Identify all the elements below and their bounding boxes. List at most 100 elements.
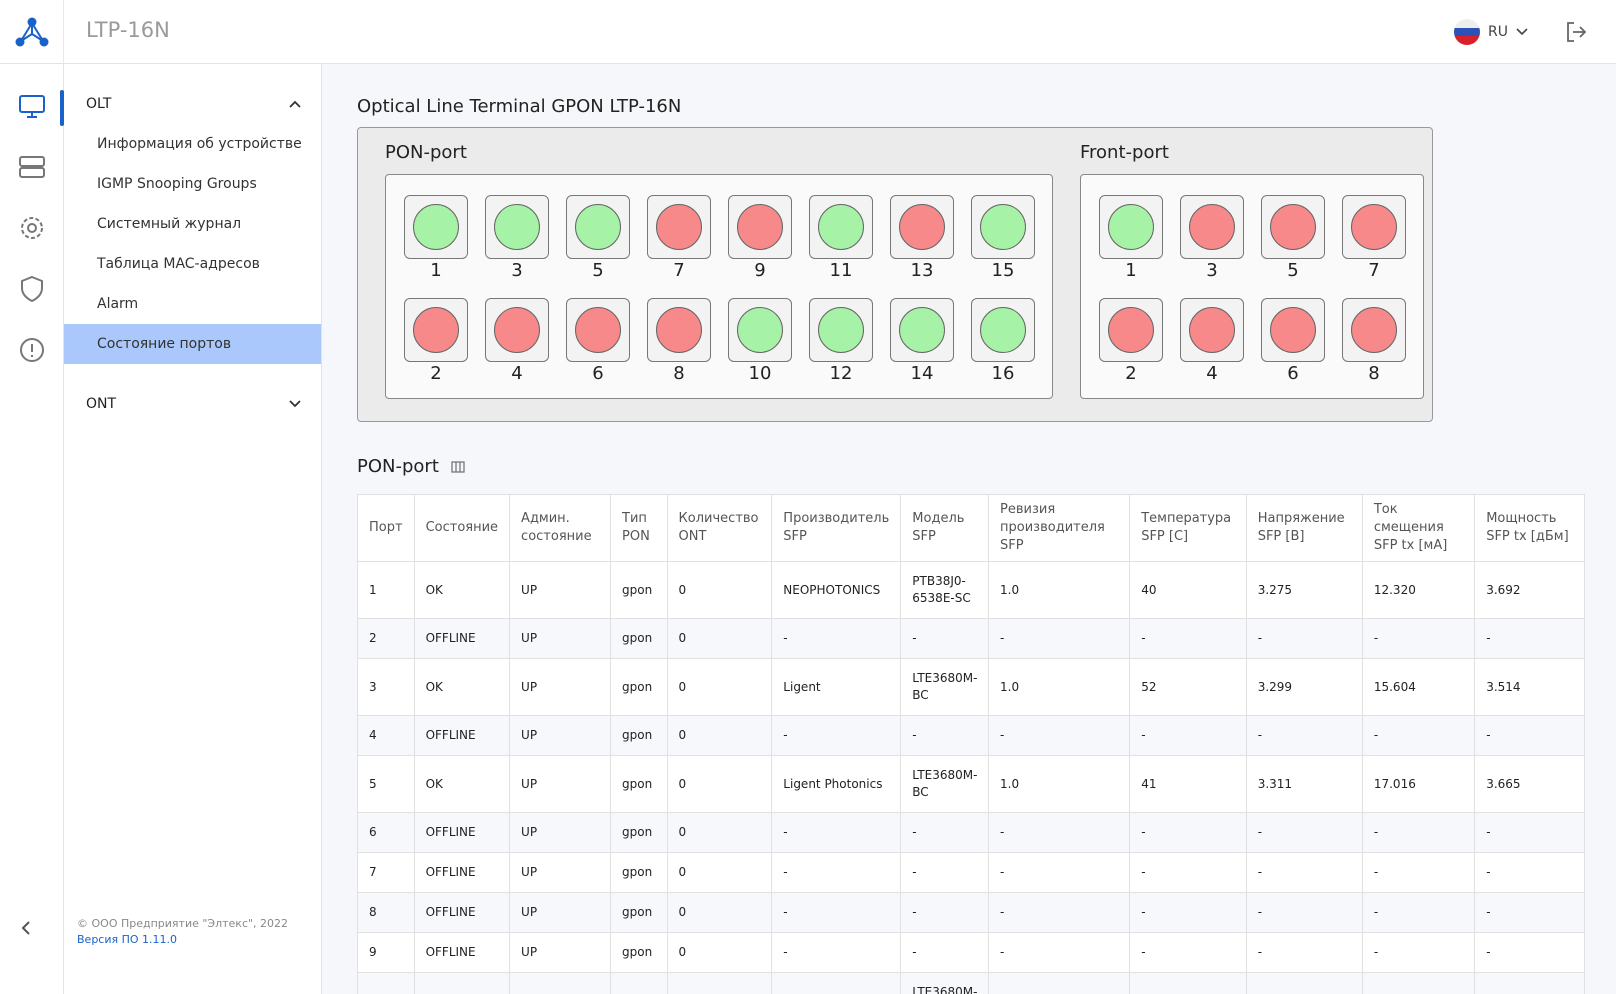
- port[interactable]: 2: [404, 297, 468, 399]
- menu-section[interactable]: ONT: [64, 384, 321, 424]
- port-socket: [566, 195, 630, 259]
- port[interactable]: 9: [728, 195, 792, 296]
- footer: © ООО Предприятие "Элтекс", 2022 Версия …: [77, 916, 288, 948]
- port-box: 1 3 5 7 2 4 6 8: [1080, 174, 1424, 399]
- settings-icon[interactable]: [18, 214, 46, 242]
- table-cell: OFFLINE: [413, 812, 511, 853]
- port-label: 12: [829, 362, 853, 384]
- shield-icon[interactable]: [18, 275, 46, 303]
- port[interactable]: 10: [728, 297, 792, 399]
- table-cell: -: [900, 932, 990, 973]
- port[interactable]: 7: [1342, 195, 1406, 296]
- port-label: 13: [910, 260, 934, 281]
- server-icon[interactable]: [18, 153, 46, 181]
- panel-title: PON-port: [385, 142, 467, 163]
- column-header: Состояние: [413, 494, 511, 562]
- table-cell: 0: [666, 755, 773, 813]
- table-cell: OFFLINE: [413, 932, 511, 973]
- collapse-button[interactable]: [18, 920, 34, 936]
- table-cell: 40: [1129, 561, 1247, 619]
- port[interactable]: 15: [971, 195, 1035, 296]
- port-led: [1108, 204, 1154, 250]
- port-socket: [971, 297, 1035, 362]
- menu-item[interactable]: Alarm: [97, 296, 139, 312]
- table-cell: 8: [357, 892, 415, 933]
- menu-item[interactable]: IGMP Snooping Groups: [97, 176, 257, 192]
- port[interactable]: 4: [485, 297, 549, 399]
- port-label: 7: [673, 260, 685, 281]
- port[interactable]: 6: [1261, 297, 1325, 399]
- table-cell: -: [1129, 932, 1247, 973]
- port-led: [413, 306, 459, 353]
- table-cell: OK: [413, 658, 511, 716]
- port-led: [1108, 306, 1154, 353]
- table-cell: gpon: [610, 715, 668, 756]
- port[interactable]: 13: [890, 195, 954, 296]
- table-cell: -: [1474, 715, 1585, 756]
- port[interactable]: 3: [1180, 195, 1244, 296]
- version[interactable]: Версия ПО 1.11.0: [77, 933, 178, 946]
- table-cell: -: [1245, 892, 1363, 933]
- table-cell: 52: [1129, 658, 1247, 716]
- menu-item[interactable]: Информация об устройстве: [97, 136, 302, 152]
- port-led: [737, 204, 783, 250]
- table-cell: 3.665: [1474, 755, 1585, 813]
- logo[interactable]: [14, 16, 50, 48]
- table-row: 4 OFFLINE UP gpon 0- - - - - - -: [357, 715, 1585, 756]
- menu-item[interactable]: Системный журнал: [97, 216, 242, 232]
- column-header: Напряжение SFP [B]: [1245, 494, 1363, 562]
- table-cell: gpon: [610, 972, 668, 994]
- port[interactable]: 6: [566, 297, 630, 399]
- page-title: Optical Line Terminal GPON LTP-16N: [357, 96, 682, 117]
- port[interactable]: 11: [809, 195, 873, 296]
- header: LTP-16N RU: [0, 0, 1616, 64]
- table-cell: 3: [357, 658, 415, 716]
- port-socket: [1180, 195, 1244, 259]
- table-cell: UP: [509, 812, 612, 853]
- port-led: [737, 306, 783, 353]
- port[interactable]: 4: [1180, 297, 1244, 399]
- port[interactable]: 1: [404, 195, 468, 296]
- language-selector[interactable]: RU: [1454, 19, 1528, 45]
- port[interactable]: 8: [647, 297, 711, 399]
- port[interactable]: 16: [971, 297, 1035, 399]
- port[interactable]: 7: [647, 195, 711, 296]
- table-cell: OFFLINE: [413, 715, 511, 756]
- table-cell: -: [1245, 618, 1363, 659]
- port[interactable]: 2: [1099, 297, 1163, 399]
- port[interactable]: 5: [566, 195, 630, 296]
- table-cell: 3.311: [1245, 755, 1363, 813]
- menu-section[interactable]: OLT: [64, 84, 321, 124]
- logout-button[interactable]: [1564, 20, 1588, 44]
- table-cell: -: [988, 618, 1131, 659]
- port-led: [1270, 204, 1316, 250]
- port-socket: [647, 195, 711, 259]
- menu-item[interactable]: Таблица MAC-адресов: [97, 256, 260, 272]
- port-socket: [1261, 195, 1325, 259]
- port[interactable]: 14: [890, 297, 954, 399]
- menu-item[interactable]: Состояние портов: [64, 324, 321, 364]
- columns-button[interactable]: [451, 460, 465, 473]
- port[interactable]: 12: [809, 297, 873, 399]
- table-row: 8 OFFLINE UP gpon 0- - - - - - -: [357, 892, 1585, 933]
- monitor-icon[interactable]: [18, 92, 46, 120]
- table-cell: 0: [666, 852, 773, 893]
- sidebar: OLT Информация об устройстве IGMP Snooping…: [64, 64, 322, 994]
- port-socket: [728, 195, 792, 259]
- port-label: 5: [592, 260, 604, 281]
- alert-icon[interactable]: [18, 336, 46, 364]
- table-cell: -: [771, 892, 902, 933]
- port[interactable]: 5: [1261, 195, 1325, 296]
- port[interactable]: 8: [1342, 297, 1406, 399]
- table-cell: 12.320: [1361, 561, 1476, 619]
- column-header: Админ. состояние: [509, 494, 612, 562]
- port[interactable]: 3: [485, 195, 549, 296]
- table-cell: UP: [509, 892, 612, 933]
- table-cell: -: [771, 715, 902, 756]
- port[interactable]: 1: [1099, 195, 1163, 296]
- table-row: 1 OK UP gpon 0 NEOPHOTONICS PTB38J0-6538E-SC 1.…: [357, 561, 1585, 619]
- table-cell: -: [1245, 852, 1363, 893]
- port-socket: [809, 297, 873, 362]
- table-cell: Ligent: [771, 658, 902, 716]
- table-cell: 9: [357, 932, 415, 973]
